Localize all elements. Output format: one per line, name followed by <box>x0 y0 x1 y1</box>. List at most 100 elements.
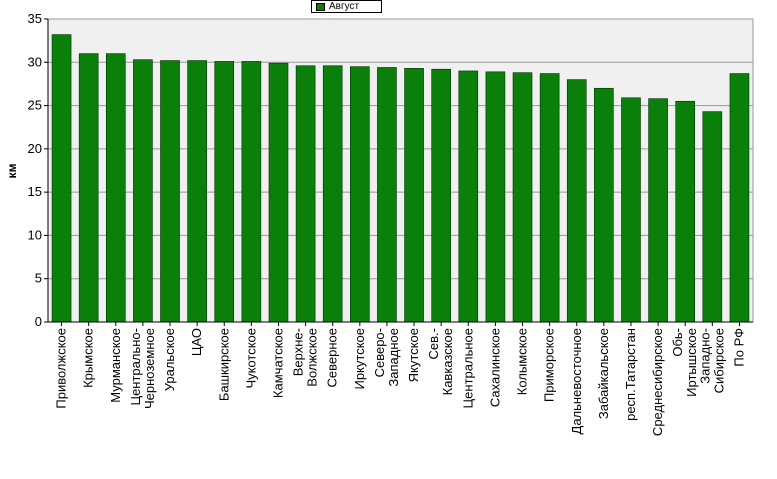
x-tick-label-line: По РФ <box>731 328 746 367</box>
bar <box>187 60 207 323</box>
bar <box>214 61 235 323</box>
bar <box>160 60 180 323</box>
bar <box>512 72 533 323</box>
y-axis-label: км <box>5 163 19 178</box>
x-tick-label-line: Среднесибирское <box>650 328 665 436</box>
x-tick-label-line: Мурманское <box>108 328 123 403</box>
x-axis-ticks: Приволжское Крымское Мурманское Центрально-… <box>54 322 746 436</box>
bar <box>404 68 424 323</box>
x-tick-label: Западно-Сибирское <box>697 328 726 393</box>
x-tick-label-line: Колымское <box>515 328 530 395</box>
x-tick-label: Чукотское <box>243 328 258 389</box>
bar <box>350 66 370 323</box>
bar <box>105 53 126 323</box>
x-tick-label-line: Центрально- <box>128 328 143 406</box>
x-tick-label-line: Сев.- <box>426 328 441 359</box>
plot-area <box>47 18 754 323</box>
x-tick-label-line: Западно- <box>697 328 712 384</box>
x-tick-label: Иркутское <box>352 328 367 390</box>
x-tick-label-line: Приморское <box>542 328 557 402</box>
x-tick-label-line: Северо- <box>372 328 387 377</box>
x-tick-label: Северо-Западное <box>372 328 401 387</box>
x-tick-label-line: Волжское <box>305 328 320 387</box>
x-tick-label-line: Башкирское <box>216 328 231 401</box>
x-tick-label-line: Чукотское <box>243 328 258 389</box>
x-tick-label-line: Северное <box>325 328 340 387</box>
x-tick-label-line: Западное <box>386 328 401 387</box>
x-tick-label-line: Иртышское <box>684 328 699 397</box>
bar <box>675 100 696 323</box>
bar <box>133 59 153 323</box>
bar <box>594 87 614 323</box>
x-tick-label-line: Сахалинское <box>487 328 502 407</box>
x-tick-label: Сахалинское <box>487 328 502 407</box>
x-tick-label-line: Крымское <box>81 328 96 388</box>
bar <box>485 71 506 323</box>
y-tick-label: 0 <box>35 314 42 329</box>
x-tick-label: Верхне-Волжское <box>291 328 320 387</box>
x-tick-label-line: Центральное <box>460 328 475 408</box>
x-tick-label-line: Камчатское <box>270 328 285 398</box>
x-tick-label-line: Забайкальское <box>596 328 611 419</box>
bar <box>458 70 479 323</box>
bar <box>431 68 451 323</box>
x-tick-label: ЦАО <box>189 328 204 356</box>
y-tick-label: 35 <box>28 11 42 26</box>
bar <box>51 34 72 323</box>
x-tick-label: Обь-Иртышское <box>670 328 699 397</box>
x-tick-label-line: Черноземное <box>142 328 157 409</box>
x-tick-label: Мурманское <box>108 328 123 403</box>
y-tick-label: 10 <box>28 227 42 242</box>
x-tick-label-line: Верхне- <box>291 328 306 376</box>
bar <box>295 65 316 323</box>
x-tick-label: Якутское <box>406 328 421 382</box>
y-axis-ticks: 0 5 10 15 20 25 30 35 <box>28 11 48 329</box>
x-tick-label-line: респ.Татарстан <box>623 328 638 421</box>
bar <box>268 62 289 323</box>
x-tick-label-line: Обь- <box>670 328 685 357</box>
y-tick-label: 15 <box>28 184 42 199</box>
x-tick-label-line: Уральское <box>162 328 177 391</box>
y-tick-label: 20 <box>28 141 42 156</box>
x-tick-label: Приморское <box>542 328 557 402</box>
x-tick-label-line: Якутское <box>406 328 421 382</box>
x-tick-label: респ.Татарстан <box>623 328 638 421</box>
bar <box>241 61 262 323</box>
bar <box>621 97 641 323</box>
bar <box>539 73 560 323</box>
x-tick-label: Приволжское <box>54 328 69 409</box>
x-tick-label: Сев.-Кавказское <box>426 328 455 395</box>
x-tick-label-line: Приволжское <box>54 328 69 409</box>
x-tick-label: Забайкальское <box>596 328 611 419</box>
bar <box>322 65 343 323</box>
y-tick-label: 30 <box>28 54 42 69</box>
bar <box>648 98 668 323</box>
x-tick-label: Северное <box>325 328 340 387</box>
x-tick-label-line: ЦАО <box>189 328 204 356</box>
x-tick-label-line: Кавказское <box>440 328 455 395</box>
legend: Август <box>311 0 382 13</box>
x-tick-label-line: Иркутское <box>352 328 367 390</box>
bar <box>729 73 750 323</box>
bars <box>51 34 750 323</box>
y-tick-label: 5 <box>35 271 42 286</box>
bar <box>78 53 99 323</box>
x-tick-label: Колымское <box>515 328 530 395</box>
x-tick-label: Дальневосточное <box>569 328 584 434</box>
legend-label: Август <box>329 1 360 12</box>
bar <box>377 67 397 323</box>
x-tick-label-line: Сибирское <box>711 328 726 393</box>
x-tick-label: По РФ <box>731 328 746 367</box>
x-tick-label: Центрально-Черноземное <box>128 328 157 409</box>
x-tick-label: Уральское <box>162 328 177 391</box>
bar <box>566 79 587 323</box>
bar <box>702 111 723 323</box>
x-tick-label-line: Дальневосточное <box>569 328 584 434</box>
y-tick-label: 25 <box>28 98 42 113</box>
x-tick-label: Центральное <box>460 328 475 408</box>
x-tick-label: Среднесибирское <box>650 328 665 436</box>
x-tick-label: Крымское <box>81 328 96 388</box>
x-tick-label: Башкирское <box>216 328 231 401</box>
legend-swatch <box>316 2 325 11</box>
